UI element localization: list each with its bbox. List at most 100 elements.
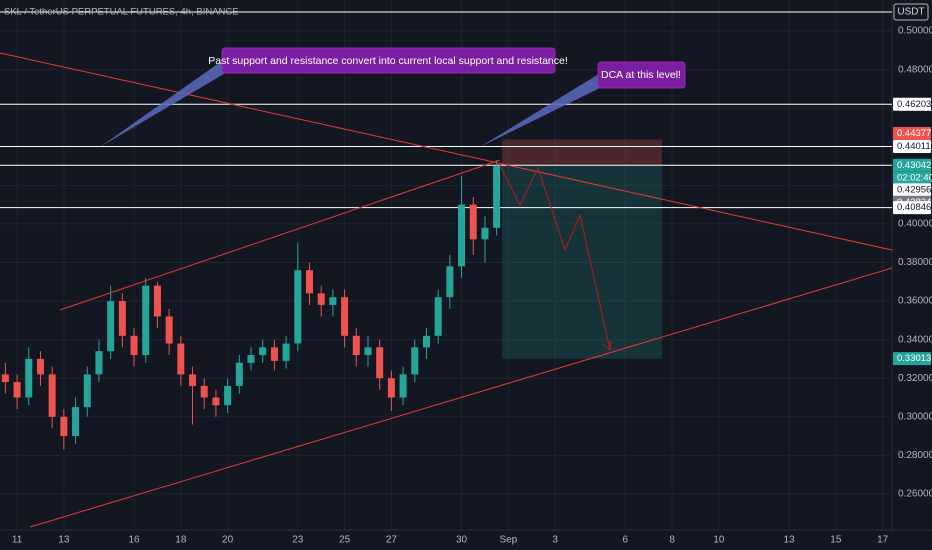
candle-body <box>107 301 115 352</box>
trend-line <box>29 267 893 528</box>
candle-body <box>446 266 454 298</box>
callout-box <box>597 61 686 89</box>
y-tick-label: 0.26000 <box>898 489 932 500</box>
forecast-arrowhead <box>602 340 612 351</box>
callout-text: DCA at this level! <box>601 69 681 81</box>
x-tick-label: 16 <box>128 535 140 546</box>
trend-lines <box>0 52 893 528</box>
x-tick-label: 18 <box>175 535 187 546</box>
price-label: 0.33013 <box>897 353 931 364</box>
callouts: Past support and resistance convert into… <box>100 47 686 147</box>
candle-body <box>341 297 349 336</box>
y-tick-label: 0.34000 <box>898 334 932 345</box>
candle-body <box>177 343 185 375</box>
price-label-bg <box>893 97 931 111</box>
price-label-bg <box>893 127 931 141</box>
candle-body <box>235 362 243 386</box>
x-tick-label: 30 <box>456 535 468 546</box>
stop-zone <box>502 139 662 166</box>
y-tick-label: 0.50000 <box>898 26 932 37</box>
candle-body <box>434 297 442 336</box>
candle-body <box>224 385 232 406</box>
candle-body <box>259 347 267 356</box>
candle-body <box>95 351 103 375</box>
forecast-path <box>499 164 611 351</box>
candle-body <box>60 416 68 437</box>
price-label-bg <box>893 352 931 366</box>
currency: USDT <box>897 7 924 18</box>
y-tick-label: 0.30000 <box>898 411 932 422</box>
candle-body <box>376 347 384 379</box>
candle-body <box>153 285 161 317</box>
price-label: 0.44011 <box>897 141 931 152</box>
trend-line <box>0 52 893 251</box>
price-label-bg <box>893 201 931 215</box>
candle-body <box>399 374 407 398</box>
candle-body <box>118 301 126 336</box>
price-label: 0.40846 <box>897 202 931 213</box>
price-label: 0.44377 <box>897 128 931 139</box>
price-label-bg <box>893 158 931 172</box>
candle-body <box>270 347 278 361</box>
price-label: 0.46203 <box>897 99 931 110</box>
x-tick-label: 17 <box>877 535 889 546</box>
candle-body <box>364 347 372 356</box>
candles <box>1 160 501 450</box>
candle-body <box>305 270 313 294</box>
candle-body <box>458 204 466 267</box>
candle-body <box>493 166 501 228</box>
candle-body <box>48 374 56 417</box>
x-tick-label: 23 <box>292 535 304 546</box>
callout-pointer <box>100 58 234 147</box>
candle-body <box>25 358 33 398</box>
candle-body <box>247 355 255 363</box>
candle-body <box>13 382 21 398</box>
candle-body <box>282 343 290 361</box>
candle-body <box>469 204 477 240</box>
candle-body <box>142 285 150 356</box>
y-tick-label: 0.38000 <box>898 257 932 268</box>
x-tick-label: 15 <box>830 535 842 546</box>
candle-body <box>189 374 197 386</box>
candle-body <box>72 407 80 437</box>
candle-body <box>165 316 173 344</box>
candle-body <box>387 378 395 398</box>
x-tick-label: 13 <box>784 535 796 546</box>
candle-body <box>83 374 91 408</box>
x-tick-label: 13 <box>58 535 70 546</box>
candle-body <box>130 335 138 356</box>
y-tick-label: 0.48000 <box>898 64 932 75</box>
x-tick-label: 27 <box>386 535 398 546</box>
target-zone <box>502 165 662 359</box>
y-tick-label: 0.36000 <box>898 296 932 307</box>
candle-body <box>200 385 208 398</box>
candle-body <box>352 335 360 356</box>
candle-body <box>481 227 489 240</box>
candle-body <box>294 270 302 344</box>
candle-body <box>329 297 337 305</box>
candle-body <box>411 347 419 375</box>
candle-body <box>36 358 44 375</box>
candle-body <box>1 374 9 383</box>
countdown: 02:02:40 <box>897 172 932 183</box>
chart-title: SKL / TetherUS PERPETUAL FUTURES, 4h, BI… <box>4 7 239 18</box>
x-tick-label: 20 <box>222 535 234 546</box>
price-label: 0.42956 <box>897 184 931 195</box>
y-tick-label: 0.40000 <box>898 219 932 230</box>
y-tick-label: 0.28000 <box>898 450 932 461</box>
callout-pointer <box>480 72 608 147</box>
x-tick-label: 25 <box>339 535 351 546</box>
x-tick-label: Sep <box>499 535 517 546</box>
price-label-bg <box>893 140 931 154</box>
price-label: 0.43042 <box>897 160 931 171</box>
x-tick-label: 3 <box>552 535 558 546</box>
x-tick-label: 8 <box>669 535 675 546</box>
callout-box <box>221 47 556 74</box>
levels <box>0 11 892 209</box>
trend-line <box>59 159 501 311</box>
axes: 0.26000 0.28000 0.30000 0.32000 0.34000 0.360… <box>12 26 932 546</box>
x-tick-label: 11 <box>12 535 23 546</box>
x-tick-label: 10 <box>713 535 725 546</box>
